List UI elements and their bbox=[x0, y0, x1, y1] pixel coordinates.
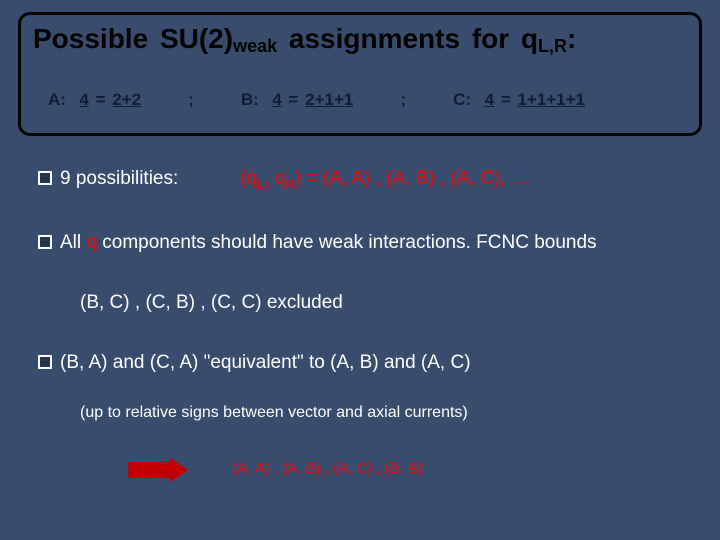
slide-title: Possible SU(2)weak assignments for qL,R: bbox=[33, 23, 687, 57]
title-frame: Possible SU(2)weak assignments for qL,R: bbox=[18, 12, 702, 136]
opt-b-label: B: bbox=[241, 90, 259, 109]
title-pre: Possible SU(2) bbox=[33, 23, 233, 54]
opt-a-label: A: bbox=[48, 90, 66, 109]
opt-b-eq: = bbox=[282, 90, 305, 109]
title-post: assignments for q bbox=[277, 23, 538, 54]
bullet1-text: 9 possibilities: bbox=[60, 168, 178, 189]
pairs-post: ) = (A, A) , (A, B) , (A, C), … bbox=[295, 168, 530, 189]
bullet-icon bbox=[38, 171, 52, 185]
pairs-expression: (qL, qR) = (A, A) , (A, B) , (A, C), … bbox=[240, 168, 530, 192]
b2-post: components should have weak interactions… bbox=[97, 232, 597, 253]
arrow-icon bbox=[128, 458, 190, 482]
opt-c-eq: = bbox=[494, 90, 517, 109]
sep2: ; bbox=[400, 90, 406, 109]
bullet-possibilities: 9 possibilities: bbox=[38, 168, 178, 190]
title-end: : bbox=[567, 23, 576, 54]
opt-c-lhs: 4 bbox=[485, 90, 494, 109]
final-list: (A, A) , (A, B) , (A, C) , (B, B) bbox=[232, 460, 423, 477]
pairs-mid: , q bbox=[264, 168, 285, 189]
opt-a-lhs: 4 bbox=[79, 90, 88, 109]
opt-b-lhs: 4 bbox=[272, 90, 281, 109]
bullet-icon bbox=[38, 355, 52, 369]
bullet-fcnc: All q components should have weak intera… bbox=[38, 232, 597, 254]
options-row: A: 4 = 2+2 ; B: 4 = 2+1+1 ; C: 4 = 1+1+1… bbox=[48, 90, 585, 110]
title-sub-lr: L,R bbox=[538, 36, 567, 56]
title-sub-weak: weak bbox=[233, 36, 277, 56]
pairs-pre: (q bbox=[240, 168, 257, 189]
bullet-icon bbox=[38, 235, 52, 249]
opt-a-eq: = bbox=[89, 90, 112, 109]
opt-c-rhs: 1+1+1+1 bbox=[517, 90, 585, 109]
arrow-body bbox=[128, 462, 170, 478]
b2-q: q bbox=[86, 232, 97, 253]
opt-c-label: C: bbox=[453, 90, 471, 109]
opt-a-rhs: 2+2 bbox=[112, 90, 141, 109]
pairs-sub-r: R bbox=[285, 177, 294, 192]
arrow-head bbox=[170, 458, 188, 482]
sub-note: (up to relative signs between vector and… bbox=[80, 404, 468, 422]
b2-pre: All bbox=[60, 232, 86, 253]
bullet-equivalent: (B, A) and (C, A) "equivalent" to (A, B)… bbox=[38, 352, 471, 374]
b3-text: (B, A) and (C, A) "equivalent" to (A, B)… bbox=[60, 352, 471, 373]
opt-b-rhs: 2+1+1 bbox=[305, 90, 353, 109]
excluded-line: (B, C) , (C, B) , (C, C) excluded bbox=[80, 292, 343, 314]
sep1: ; bbox=[188, 90, 194, 109]
